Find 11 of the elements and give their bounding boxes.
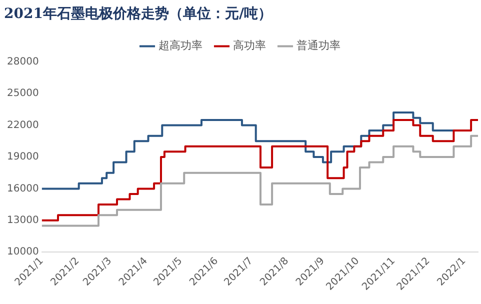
y-tick-label: 19000 (7, 152, 39, 163)
y-tick-label: 22000 (7, 120, 39, 131)
y-tick-label: 10000 (7, 246, 39, 258)
y-tick-label: 13000 (7, 215, 39, 226)
y-tick-label: 25000 (7, 88, 39, 100)
legend-label: 高功率 (232, 39, 266, 52)
legend-label: 超高功率 (158, 39, 202, 52)
chart-title: 2021年石墨电极价格走势（单位：元/吨） (4, 6, 272, 22)
y-tick-label: 28000 (7, 56, 39, 68)
legend-label: 普通功率 (296, 39, 340, 52)
y-tick-label: 16000 (7, 183, 39, 194)
